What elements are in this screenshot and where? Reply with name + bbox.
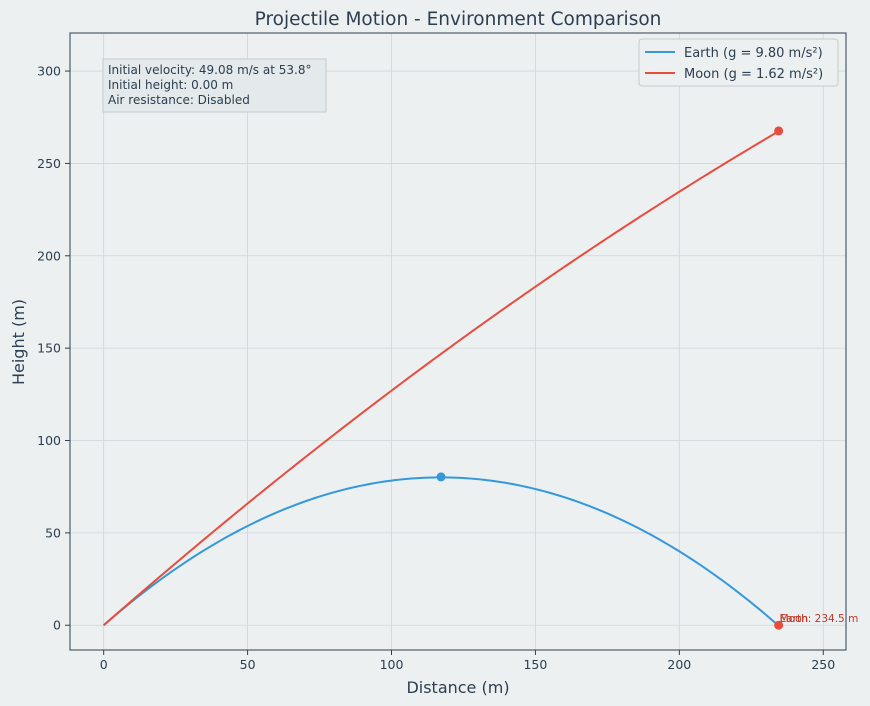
moon-point-marker (774, 126, 784, 136)
y-axis-title: Height (m) (9, 299, 28, 385)
info-box: Initial velocity: 49.08 m/s at 53.8° Ini… (102, 58, 327, 113)
chart-title: Projectile Motion - Environment Comparis… (255, 9, 662, 30)
info-line-air-resistance: Air resistance: Disabled (108, 93, 250, 107)
legend-label-earth: Earth (g = 9.80 m/s²) (684, 46, 823, 61)
series-line-moon (103, 130, 780, 627)
legend-label-moon: Moon (g = 1.62 m/s²) (684, 67, 823, 82)
y-tick-label: 200 (37, 248, 61, 263)
legend-frame (638, 38, 839, 87)
info-line-velocity: Initial velocity: 49.08 m/s at 53.8° (108, 63, 311, 77)
x-tick-label: 50 (240, 657, 256, 672)
x-axis-title: Distance (m) (406, 678, 509, 697)
x-tick-label: 250 (811, 657, 835, 672)
y-tick-label: 250 (37, 156, 61, 171)
axis-ticks: 0 50 100 150 200 250 0 50 100 150 200 250 300 (37, 64, 835, 672)
x-tick-label: 150 (523, 657, 547, 672)
x-tick-label: 0 (100, 657, 108, 672)
y-tick-label: 300 (37, 64, 61, 79)
y-tick-label: 150 (37, 341, 61, 356)
earth-point-marker (774, 620, 784, 630)
marker-layer (436, 126, 784, 630)
y-tick-label: 50 (45, 525, 61, 540)
y-tick-label: 0 (53, 618, 61, 633)
info-line-height: Initial height: 0.00 m (108, 78, 233, 92)
annotation-label: Moon (780, 613, 809, 625)
x-tick-label: 200 (667, 657, 691, 672)
annotation-label: Earth: 234.5 m (780, 613, 859, 625)
y-tick-label: 100 (37, 433, 61, 448)
x-tick-label: 100 (380, 657, 404, 672)
plot-frame (69, 32, 847, 651)
legend: Earth (g = 9.80 m/s²) Moon (g = 1.62 m/s… (638, 38, 839, 87)
info-box-frame (102, 58, 327, 113)
earth-point-marker (436, 472, 446, 482)
